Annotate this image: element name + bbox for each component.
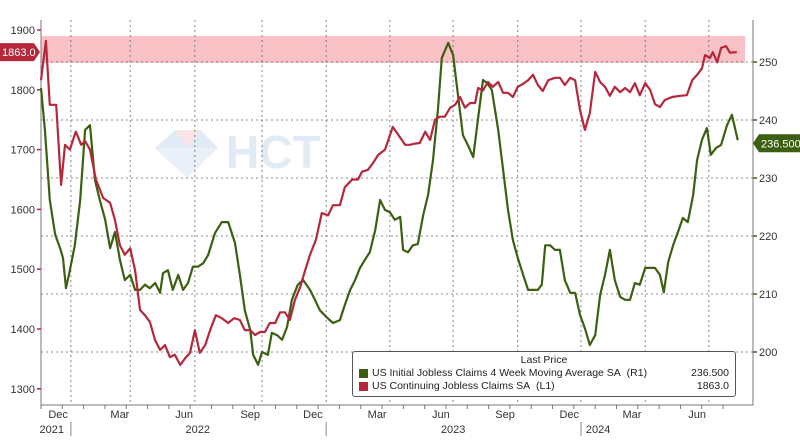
legend-series-name: US Initial Jobless Claims 4 Week Moving … <box>372 367 621 379</box>
highlight-band <box>41 35 745 63</box>
last-value-tag-left <box>0 43 40 62</box>
legend-label: US Initial Jobless Claims 4 Week Moving … <box>372 367 675 380</box>
x-axis-month-label: Mar <box>368 409 387 421</box>
legend-title: Last Price <box>520 354 568 366</box>
legend-label: US Continuing Jobless Claims SA (L1) <box>372 380 675 393</box>
legend-swatch <box>359 382 368 391</box>
series-line-initial-claims <box>39 41 739 366</box>
legend-series-name: US Continuing Jobless Claims SA <box>372 380 531 392</box>
legend-value: 236.500 <box>691 367 729 379</box>
x-axis-month-label: Dec <box>48 409 68 421</box>
legend-item-continuing-claims: US Continuing Jobless Claims SA (L1) 186… <box>359 380 729 393</box>
legend-item-initial-claims: US Initial Jobless Claims 4 Week Moving … <box>359 367 729 380</box>
right-axis-tick-label: 200 <box>759 347 777 359</box>
x-axis-year-label: 2024 <box>586 424 610 436</box>
x-axis-month-label: Mar <box>622 409 641 421</box>
legend-value: 1863.0 <box>696 380 729 392</box>
x-axis-year-label: 2022 <box>186 424 210 436</box>
legend-axis-tag: (R1) <box>626 367 648 379</box>
right-axis-tick-label: 210 <box>759 289 777 301</box>
watermark-text: HCT <box>226 126 321 178</box>
x-axis-month-label: Dec <box>559 409 579 421</box>
x-axis-month-label: Jun <box>688 409 706 421</box>
left-axis-tick-label: 1800 <box>11 85 35 97</box>
legend-swatch <box>359 369 368 378</box>
last-value-tag-right-text: 236.500 <box>761 138 800 150</box>
legend: Last Price US Initial Jobless Claims 4 W… <box>352 351 736 397</box>
left-axis-tick-label: 1400 <box>11 324 35 336</box>
left-axis-tick-label: 1900 <box>11 25 35 37</box>
watermark-logo: HCT <box>155 126 321 178</box>
x-axis-year-label: 2021 <box>40 424 64 436</box>
x-axis-month-label: Jun <box>432 409 450 421</box>
right-axis-tick-label: 250 <box>759 57 777 69</box>
x-axis-month-label: Dec <box>303 409 323 421</box>
left-axis-tick-label: 1500 <box>11 264 35 276</box>
legend-axis-tag: (L1) <box>536 380 555 392</box>
series-line-continuing-claims <box>39 39 737 366</box>
left-axis-tick-label: 1700 <box>11 145 35 157</box>
last-value-tag-left-text: 1863.0 <box>2 47 36 59</box>
left-axis-tick-label: 1300 <box>11 384 35 396</box>
x-axis-year-label: 2023 <box>441 424 465 436</box>
right-axis-tick-label: 230 <box>759 173 777 185</box>
x-axis-month-label: Sep <box>240 409 260 421</box>
x-axis-month-label: Mar <box>110 409 129 421</box>
right-axis-tick-label: 240 <box>759 115 777 127</box>
last-value-tag-right <box>753 134 800 153</box>
x-axis-month-label: Jun <box>175 409 193 421</box>
right-axis-tick-label: 220 <box>759 231 777 243</box>
left-axis-tick-label: 1600 <box>11 204 35 216</box>
x-axis-month-label: Sep <box>495 409 515 421</box>
